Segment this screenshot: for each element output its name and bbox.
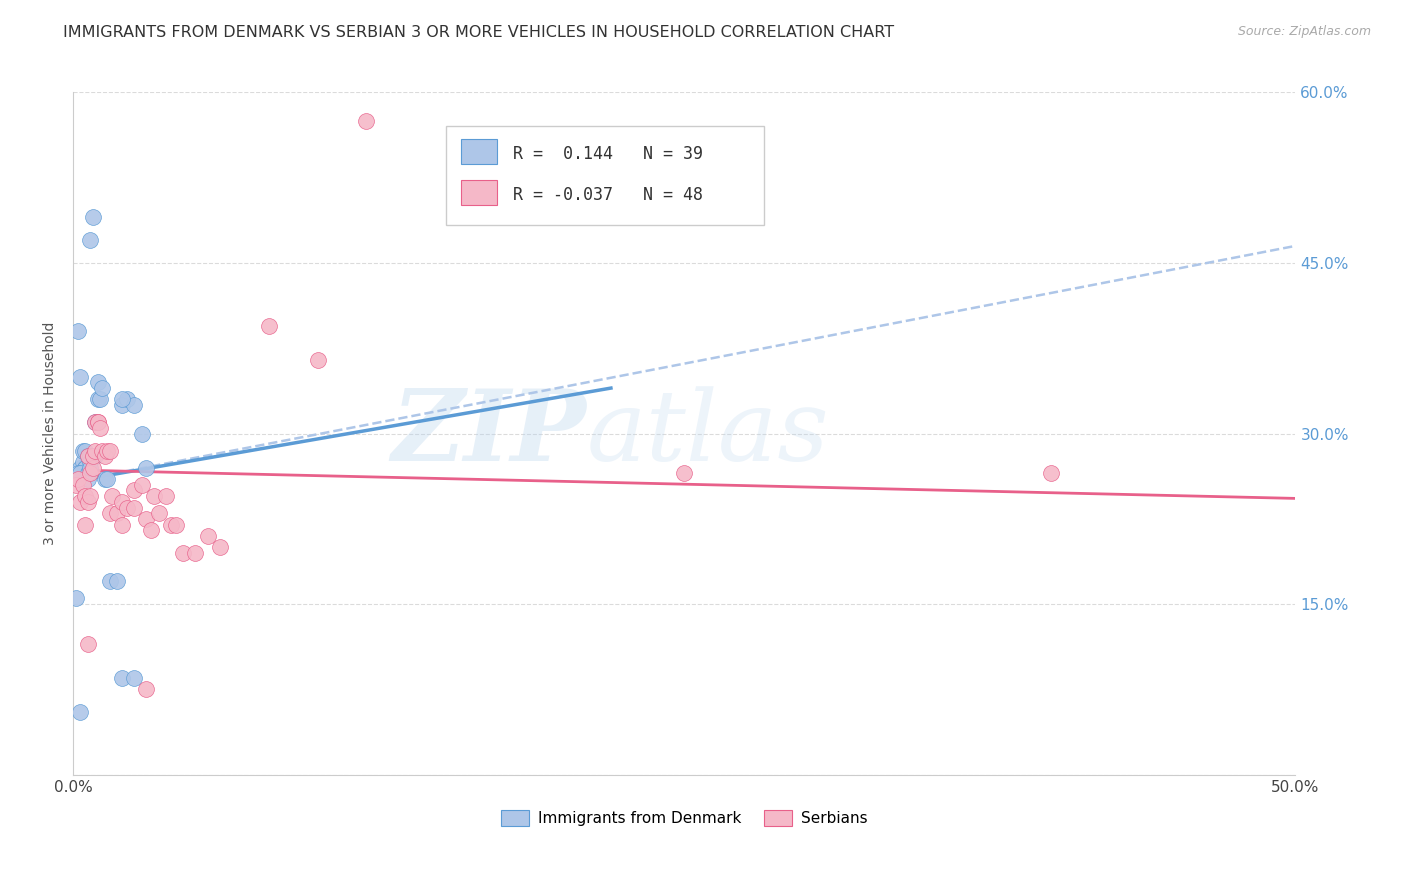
Point	[79, 455, 101, 469]
Point	[98, 443, 121, 458]
Point	[111, 517, 134, 532]
Point	[76, 637, 98, 651]
Point	[79, 460, 101, 475]
Text: R =  0.144   N = 39: R = 0.144 N = 39	[513, 145, 703, 162]
Point	[307, 352, 329, 367]
Point	[96, 443, 118, 458]
Point	[82, 450, 104, 464]
FancyBboxPatch shape	[461, 139, 498, 164]
Point	[79, 489, 101, 503]
Point	[65, 591, 87, 606]
Point	[84, 415, 107, 429]
Point	[111, 495, 134, 509]
Point	[135, 512, 157, 526]
Point	[115, 500, 138, 515]
Point	[98, 574, 121, 589]
Point	[86, 415, 108, 429]
Legend: Immigrants from Denmark, Serbians: Immigrants from Denmark, Serbians	[495, 804, 873, 832]
Point	[105, 574, 128, 589]
Point	[69, 369, 91, 384]
Point	[91, 381, 114, 395]
Point	[131, 426, 153, 441]
Point	[86, 415, 108, 429]
Point	[115, 392, 138, 407]
Point	[94, 450, 117, 464]
Point	[89, 392, 111, 407]
Point	[135, 682, 157, 697]
Point	[197, 529, 219, 543]
Point	[122, 483, 145, 498]
Point	[79, 233, 101, 247]
Point	[98, 506, 121, 520]
Point	[76, 472, 98, 486]
Point	[65, 477, 87, 491]
Point	[111, 398, 134, 412]
Text: IMMIGRANTS FROM DENMARK VS SERBIAN 3 OR MORE VEHICLES IN HOUSEHOLD CORRELATION C: IMMIGRANTS FROM DENMARK VS SERBIAN 3 OR …	[63, 25, 894, 40]
Point	[69, 467, 91, 481]
Point	[86, 376, 108, 390]
Text: R = -0.037   N = 48: R = -0.037 N = 48	[513, 186, 703, 203]
Point	[79, 450, 101, 464]
Point	[131, 477, 153, 491]
Point	[75, 443, 97, 458]
Point	[72, 477, 94, 491]
Point	[76, 467, 98, 481]
Point	[75, 460, 97, 475]
Point	[82, 460, 104, 475]
Point	[94, 472, 117, 486]
Point	[91, 443, 114, 458]
Point	[148, 506, 170, 520]
Point	[208, 541, 231, 555]
Point	[76, 450, 98, 464]
Point	[105, 506, 128, 520]
Point	[69, 495, 91, 509]
Point	[673, 467, 696, 481]
Y-axis label: 3 or more Vehicles in Household: 3 or more Vehicles in Household	[44, 322, 58, 545]
Point	[155, 489, 177, 503]
Point	[184, 546, 207, 560]
Point	[101, 489, 124, 503]
Point	[84, 450, 107, 464]
Point	[160, 517, 183, 532]
Point	[84, 415, 107, 429]
FancyBboxPatch shape	[461, 180, 498, 205]
Point	[66, 467, 89, 481]
Point	[69, 460, 91, 475]
Point	[84, 443, 107, 458]
Point	[82, 211, 104, 225]
Point	[122, 671, 145, 685]
Point	[111, 671, 134, 685]
Point	[75, 460, 97, 475]
Point	[72, 455, 94, 469]
Point	[356, 113, 378, 128]
Point	[122, 500, 145, 515]
Point	[66, 472, 89, 486]
Point	[165, 517, 187, 532]
Point	[142, 489, 165, 503]
Point	[75, 489, 97, 503]
Point	[122, 398, 145, 412]
FancyBboxPatch shape	[446, 127, 763, 226]
Point	[82, 450, 104, 464]
Point	[76, 450, 98, 464]
Text: ZIP: ZIP	[391, 385, 586, 482]
Point	[96, 472, 118, 486]
Point	[141, 523, 163, 537]
Point	[75, 517, 97, 532]
Point	[66, 324, 89, 338]
Point	[257, 318, 280, 333]
Point	[79, 467, 101, 481]
Text: atlas: atlas	[586, 386, 830, 481]
Point	[1040, 467, 1063, 481]
Point	[72, 443, 94, 458]
Text: Source: ZipAtlas.com: Source: ZipAtlas.com	[1237, 25, 1371, 38]
Point	[69, 705, 91, 719]
Point	[76, 495, 98, 509]
Point	[111, 392, 134, 407]
Point	[172, 546, 194, 560]
Point	[86, 392, 108, 407]
Point	[89, 421, 111, 435]
Point	[135, 460, 157, 475]
